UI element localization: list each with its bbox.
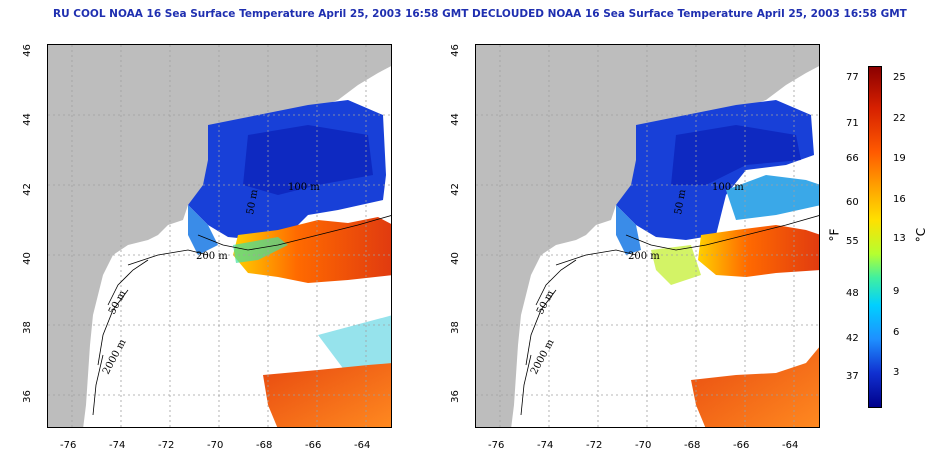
right-lat-tick: 38 xyxy=(449,321,461,334)
left-lon-tick: -72 xyxy=(158,440,175,451)
contour-label-100m: 100 m xyxy=(288,182,320,193)
fahrenheit-unit-label: °F xyxy=(827,228,842,242)
celsius-tick: 16 xyxy=(893,194,906,205)
left-lat-tick: 38 xyxy=(21,321,33,334)
celsius-tick: 3 xyxy=(893,367,900,378)
land-mass xyxy=(476,45,819,427)
fahrenheit-tick: 42 xyxy=(846,333,859,344)
warm-band xyxy=(233,217,391,283)
right-lon-tick: -64 xyxy=(782,440,799,451)
right-lat-tick: 40 xyxy=(449,252,461,265)
land-mass xyxy=(48,45,391,427)
celsius-unit-label: °C xyxy=(914,227,929,243)
right-lon-tick: -74 xyxy=(537,440,554,451)
warm-band xyxy=(698,225,819,277)
right-lon-tick: -66 xyxy=(733,440,750,451)
left-lon-tick: -70 xyxy=(207,440,224,451)
contour-label-200m: 200 m xyxy=(196,251,228,262)
right-lat-tick: 36 xyxy=(449,390,461,403)
celsius-tick: 25 xyxy=(893,72,906,83)
fahrenheit-tick: 77 xyxy=(846,72,859,83)
graticule xyxy=(476,45,819,427)
fahrenheit-tick: 60 xyxy=(846,197,859,208)
left-lat-tick: 42 xyxy=(21,183,33,196)
left-lat-tick: 44 xyxy=(21,113,33,126)
fahrenheit-tick: 66 xyxy=(846,153,859,164)
fahrenheit-tick: 37 xyxy=(846,371,859,382)
left-lon-tick: -64 xyxy=(354,440,371,451)
contour-label-50m: 50 m xyxy=(535,288,557,316)
right-lon-tick: -76 xyxy=(488,440,505,451)
temperature-colorbar xyxy=(868,66,882,408)
left-lat-tick: 40 xyxy=(21,252,33,265)
left-sst-map: 200 m 2000 m 50 m 100 m 50 m xyxy=(47,44,392,428)
celsius-tick: 22 xyxy=(893,113,906,124)
right-map-title: DECLOUDED NOAA 16 Sea Surface Temperatur… xyxy=(472,8,907,20)
fahrenheit-tick: 71 xyxy=(846,118,859,129)
fahrenheit-tick: 48 xyxy=(846,288,859,299)
left-lat-tick: 36 xyxy=(21,390,33,403)
right-map-graphic: 200 m 2000 m 50 m 100 m 50 m xyxy=(476,45,819,427)
contour-label-50m-b: 50 m xyxy=(673,188,688,215)
right-lon-tick: -72 xyxy=(586,440,603,451)
right-lon-tick: -68 xyxy=(684,440,701,451)
warm-south xyxy=(263,363,391,427)
left-lon-tick: -68 xyxy=(256,440,273,451)
warm-south xyxy=(691,347,819,427)
left-lon-tick: -74 xyxy=(109,440,126,451)
contour-label-50m: 50 m xyxy=(107,288,129,316)
bathymetry-contours xyxy=(92,215,391,416)
right-sst-map: 200 m 2000 m 50 m 100 m 50 m xyxy=(475,44,820,428)
left-lat-tick: 46 xyxy=(21,44,33,57)
contour-label-2000m: 2000 m xyxy=(101,337,129,376)
contour-label-50m-b: 50 m xyxy=(245,188,260,215)
celsius-tick: 19 xyxy=(893,153,906,164)
celsius-tick: 6 xyxy=(893,327,900,338)
right-lon-tick: -70 xyxy=(635,440,652,451)
right-lat-tick: 46 xyxy=(449,44,461,57)
celsius-tick: 13 xyxy=(893,233,906,244)
right-lat-tick: 44 xyxy=(449,113,461,126)
graticule xyxy=(48,45,391,427)
contour-label-100m: 100 m xyxy=(712,182,744,193)
left-lon-tick: -76 xyxy=(60,440,77,451)
left-lon-tick: -66 xyxy=(305,440,322,451)
left-map-title: RU COOL NOAA 16 Sea Surface Temperature … xyxy=(53,8,469,20)
right-lat-tick: 42 xyxy=(449,183,461,196)
contour-label-200m: 200 m xyxy=(628,251,660,262)
celsius-tick: 9 xyxy=(893,286,900,297)
bathymetry-contours xyxy=(520,215,819,416)
fahrenheit-tick: 55 xyxy=(846,236,859,247)
contour-label-2000m: 2000 m xyxy=(529,337,557,376)
left-map-graphic: 200 m 2000 m 50 m 100 m 50 m xyxy=(48,45,391,427)
